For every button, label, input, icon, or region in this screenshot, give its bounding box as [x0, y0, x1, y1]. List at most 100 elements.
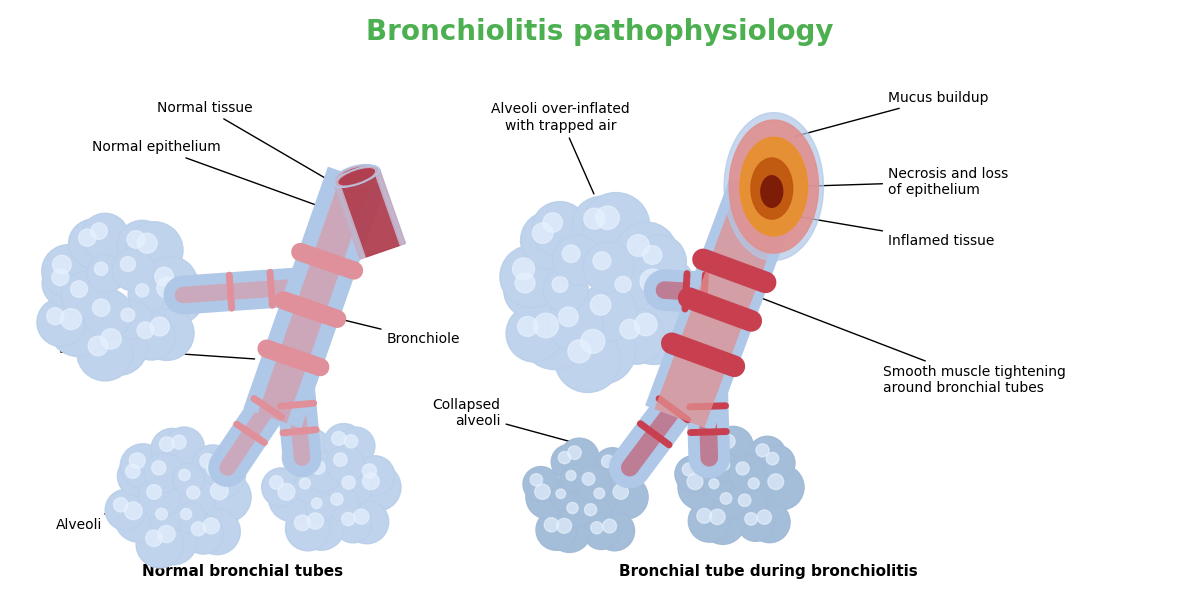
Text: Normal bronchial tubes: Normal bronchial tubes [142, 564, 343, 579]
Circle shape [622, 300, 686, 365]
Circle shape [42, 244, 95, 298]
Text: Bronchial tube during bronchiolitis: Bronchial tube during bronchiolitis [619, 564, 918, 579]
Circle shape [560, 465, 589, 493]
Circle shape [68, 219, 119, 269]
Circle shape [582, 241, 634, 293]
Circle shape [606, 267, 652, 313]
Text: Collapsed
alveoli: Collapsed alveoli [433, 398, 572, 442]
Circle shape [760, 445, 794, 481]
Circle shape [82, 213, 128, 260]
Circle shape [282, 438, 322, 477]
Circle shape [704, 433, 740, 469]
Circle shape [71, 281, 88, 297]
Circle shape [566, 502, 578, 514]
Circle shape [504, 262, 560, 318]
Circle shape [595, 511, 635, 551]
Ellipse shape [740, 137, 808, 236]
Circle shape [136, 520, 184, 568]
Circle shape [362, 473, 379, 490]
Text: Smooth muscle tightening
around bronchial tubes: Smooth muscle tightening around bronchia… [752, 294, 1066, 395]
Circle shape [194, 508, 240, 555]
Circle shape [184, 514, 223, 554]
Circle shape [560, 496, 593, 528]
Circle shape [126, 464, 140, 479]
Circle shape [554, 327, 620, 392]
Polygon shape [374, 169, 406, 245]
Circle shape [114, 492, 166, 542]
Circle shape [560, 438, 599, 477]
Circle shape [544, 268, 588, 312]
Circle shape [521, 211, 580, 269]
Circle shape [179, 479, 217, 516]
Circle shape [563, 245, 580, 262]
Circle shape [106, 489, 146, 530]
Circle shape [52, 269, 68, 285]
Circle shape [335, 468, 372, 506]
Circle shape [535, 484, 550, 499]
Circle shape [738, 505, 774, 541]
Circle shape [571, 196, 632, 256]
Circle shape [151, 461, 166, 475]
Circle shape [612, 463, 624, 476]
Text: Necrosis and loss
of epithelium: Necrosis and loss of epithelium [797, 166, 1008, 197]
Circle shape [756, 444, 769, 457]
Circle shape [42, 259, 90, 308]
Circle shape [116, 221, 168, 271]
Circle shape [89, 317, 148, 375]
Circle shape [588, 482, 618, 513]
Circle shape [728, 454, 766, 492]
Circle shape [578, 283, 637, 342]
Circle shape [622, 300, 686, 365]
Circle shape [632, 235, 686, 289]
Circle shape [721, 434, 736, 448]
Polygon shape [340, 170, 401, 257]
Ellipse shape [724, 113, 823, 260]
Circle shape [571, 196, 632, 256]
Circle shape [282, 438, 322, 477]
Circle shape [582, 241, 634, 293]
Circle shape [551, 483, 578, 511]
Circle shape [738, 505, 774, 541]
Circle shape [683, 463, 695, 476]
Circle shape [77, 325, 133, 381]
Circle shape [290, 446, 304, 460]
Circle shape [713, 454, 743, 483]
Circle shape [53, 255, 71, 274]
Circle shape [118, 456, 158, 496]
Circle shape [757, 510, 772, 524]
Text: Mucus buildup: Mucus buildup [794, 91, 989, 136]
Circle shape [144, 453, 184, 493]
Circle shape [270, 476, 283, 489]
Circle shape [595, 206, 619, 229]
Circle shape [125, 502, 143, 520]
Circle shape [594, 448, 631, 484]
Circle shape [534, 313, 558, 338]
Circle shape [533, 223, 553, 243]
Text: Alveoli over-inflated
with trapped air: Alveoli over-inflated with trapped air [491, 103, 630, 194]
Circle shape [560, 465, 589, 493]
Circle shape [138, 476, 180, 518]
Ellipse shape [334, 164, 380, 189]
Circle shape [601, 455, 614, 468]
Circle shape [269, 474, 317, 522]
Circle shape [304, 452, 343, 492]
Circle shape [298, 504, 344, 550]
Circle shape [148, 516, 198, 565]
Polygon shape [334, 183, 365, 259]
Circle shape [532, 201, 588, 257]
Circle shape [768, 474, 784, 489]
Circle shape [577, 496, 612, 531]
Circle shape [614, 222, 678, 284]
Ellipse shape [336, 166, 378, 188]
Text: Bronchiole: Bronchiole [305, 311, 460, 346]
Circle shape [91, 223, 108, 240]
Circle shape [48, 297, 109, 356]
Circle shape [191, 445, 234, 488]
Circle shape [697, 508, 712, 523]
Circle shape [526, 476, 570, 519]
Circle shape [548, 510, 590, 552]
Circle shape [324, 486, 359, 521]
Circle shape [68, 219, 119, 269]
Circle shape [578, 283, 637, 342]
Circle shape [127, 312, 175, 360]
